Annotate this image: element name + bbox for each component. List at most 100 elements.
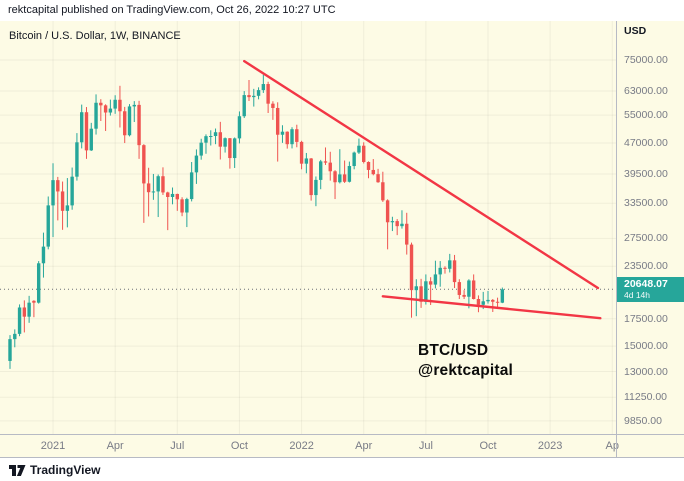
candle-body [471,280,476,300]
candle-body [189,172,194,200]
time-tick-label: Apr [106,440,124,452]
candle-body [500,289,505,303]
candle-body [486,299,490,302]
candle-body [357,145,361,153]
bar-close-countdown: 4d 14h [624,290,650,301]
candle-body [452,260,457,283]
price-tick-label: 55000.00 [624,109,668,122]
price-tick-label: 33500.00 [624,197,668,210]
candle-body [333,171,337,183]
time-tick-label: 2022 [289,440,314,452]
candle-body [390,221,395,223]
last-price-badge: 20648.07 4d 14h [617,277,684,303]
candle-body [22,307,27,317]
candle-body [108,108,113,113]
candle-body [123,111,127,136]
candle-body [103,105,108,113]
candle-body [400,223,404,227]
candle-body [347,166,352,182]
candle-body [352,152,356,167]
time-tick-label: 2023 [537,440,563,452]
candle-body [151,191,156,193]
candle-body [309,158,313,196]
price-tick-label: 75000.00 [624,53,668,66]
tradingview-brand-text[interactable]: TradingView [30,463,101,477]
candle-body [428,281,433,285]
candle-body [266,84,270,104]
candle-body [56,180,60,192]
candle-body [142,145,146,184]
candle-body [170,193,175,197]
candle-body [13,333,17,340]
candle-body [161,176,165,193]
price-tick-label: 27500.00 [624,232,668,245]
price-tick-label: 15000.00 [624,340,668,353]
time-tick-label: Jul [418,440,433,452]
candle-body [438,267,442,275]
candle-body [118,99,122,112]
candle-body [405,223,409,245]
candle-body [314,179,318,196]
candle-body [8,339,12,361]
candle-body [275,107,280,135]
candle-body [70,176,74,206]
candle-body [89,128,93,151]
candle-body [371,169,375,175]
time-tick-label: Oct [230,440,248,452]
candle-body [137,104,141,146]
candle-body [362,145,366,162]
chart-plot-area[interactable]: Bitcoin / U.S. Dollar, 1W, BINANCE BTC/U… [0,21,616,434]
candle-body [127,106,132,136]
candle-body [65,205,70,211]
candle-body [328,162,332,172]
price-tick-label: 39500.00 [624,167,668,180]
candle-body [295,129,299,142]
candle-body [323,161,328,163]
candle-body [209,135,213,137]
candle-body [304,158,309,164]
symbol-title: Bitcoin / U.S. Dollar, 1W, BINANCE [9,30,181,42]
candle-body [481,301,485,305]
candle-body [385,200,390,223]
tradingview-logo-icon[interactable] [9,463,26,476]
candle-body [113,99,117,109]
candle-body [256,90,261,96]
candle-body [94,102,98,129]
time-tick-label: Apr [355,440,373,452]
candle-body [185,199,189,213]
price-tick-label: 17500.00 [624,312,668,325]
candle-body [32,300,36,303]
trendline [243,59,600,290]
footer-bar: TradingView [0,458,684,481]
price-tick-label: 13000.00 [624,365,668,378]
candle-body [467,280,471,297]
candle-body [194,155,199,173]
candle-body [60,191,65,211]
price-axis[interactable]: USD 75000.00 63000.00 55000.00 47000.00 3950… [616,21,684,434]
candle-body [366,161,371,170]
annotation-symbol: BTC/USD [418,342,489,359]
price-tick-label: 9850.00 [624,414,662,427]
last-price-value: 20648.07 [624,278,668,291]
candle-body [433,274,438,285]
candle-body [395,221,399,227]
candle-body [75,142,79,177]
time-axis[interactable]: 2021 Apr Jul Oct 2022 Apr Jul Oct 2023 Ap [0,434,684,458]
currency-label: USD [624,25,647,37]
candle-body [46,205,50,247]
candle-body [27,302,31,317]
candle-body [80,112,84,143]
candle-body [232,138,237,159]
candle-body [342,174,347,182]
candle-body [319,161,323,180]
candle-body [448,260,452,269]
candle-body [409,244,414,291]
price-tick-label: 63000.00 [624,84,668,97]
candle-body [180,199,184,213]
candle-body [271,103,275,108]
time-tick-label: Ap [605,440,619,452]
annotation-handle: @rektcapital [418,362,514,379]
candle-body [424,281,428,302]
candle-body [99,102,103,106]
candle-body [166,192,170,197]
